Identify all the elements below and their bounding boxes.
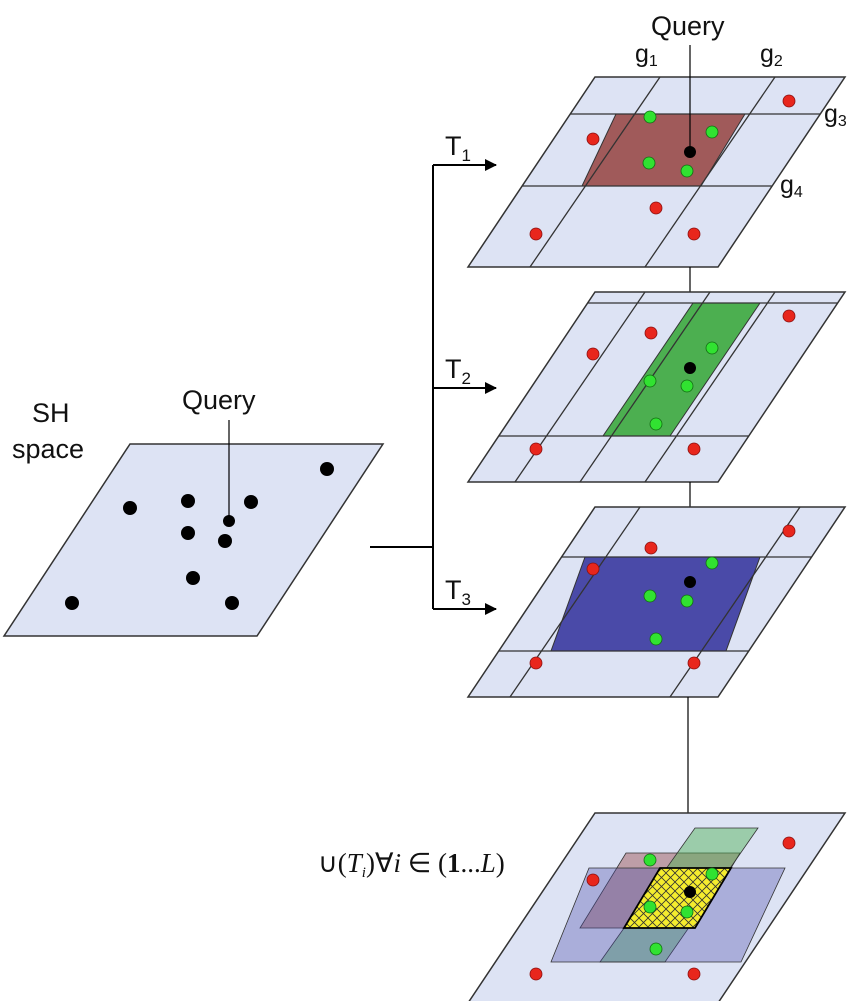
data-point-green: [649, 942, 663, 956]
data-point-red: [782, 836, 796, 850]
query-point-t3: [684, 576, 696, 588]
sh-space-plane: [2, 443, 385, 637]
query-point-t1: [684, 146, 696, 158]
data-point-green: [643, 374, 657, 388]
data-point-green: [643, 853, 657, 867]
sh-space-points: [65, 462, 334, 610]
hash-table-t2: [466, 291, 847, 483]
union-table: ∪(Ti)∀i ∈ (1...L): [318, 812, 847, 1001]
data-point: [225, 596, 239, 610]
branch-label-t3: T3: [445, 575, 471, 609]
data-point-red: [586, 132, 600, 146]
data-point-green: [642, 156, 656, 170]
data-point-red: [529, 227, 543, 241]
top-query-label: Query: [651, 11, 725, 41]
data-point-green: [649, 632, 663, 646]
data-point-green: [705, 556, 719, 570]
data-point-green: [680, 379, 694, 393]
data-point: [65, 596, 79, 610]
data-point-green: [680, 594, 694, 608]
data-point-red: [644, 326, 658, 340]
data-point: [123, 501, 137, 515]
sh-space-panel: SH space Query: [2, 385, 385, 637]
data-point-red: [687, 656, 701, 670]
data-point-green: [705, 125, 719, 139]
sh-space-query-label: Query: [182, 385, 256, 415]
data-point-red: [586, 562, 600, 576]
branch-labels: T1 T2 T3: [445, 131, 471, 609]
hash-table-t3: [466, 506, 847, 698]
data-point: [181, 526, 195, 540]
data-point-green: [705, 867, 719, 881]
query-point: [223, 515, 235, 527]
data-point-red: [529, 967, 543, 981]
branch-connector: [370, 159, 497, 615]
hash-table-t1: Query g1 g2 g3 g4: [466, 11, 847, 268]
data-point-green: [643, 900, 657, 914]
data-point-red: [529, 442, 543, 456]
branch-label-t1: T1: [445, 131, 471, 165]
grid-label-g3: g3: [824, 100, 847, 130]
data-point: [218, 534, 232, 548]
union-formula: ∪(Ti)∀i ∈ (1...L): [318, 848, 505, 881]
data-point-green: [643, 589, 657, 603]
data-point-red: [687, 442, 701, 456]
data-point: [244, 495, 258, 509]
grid-label-g4: g4: [780, 171, 803, 201]
query-point-union: [684, 886, 696, 898]
data-point-red: [782, 309, 796, 323]
data-point-red: [687, 967, 701, 981]
grid-label-g2: g2: [760, 40, 783, 70]
branch-label-t2: T2: [445, 354, 471, 388]
data-point-red: [649, 201, 663, 215]
data-point-green: [680, 905, 694, 919]
data-point-green: [705, 341, 719, 355]
sh-space-title-line1: SH: [32, 398, 70, 428]
data-point: [320, 462, 334, 476]
data-point-red: [529, 656, 543, 670]
data-point-red: [782, 94, 796, 108]
grid-label-g1: g1: [635, 40, 658, 70]
data-point-green: [680, 164, 694, 178]
data-point-red: [782, 524, 796, 538]
sh-space-title-line2: space: [12, 434, 84, 464]
data-point-red: [586, 347, 600, 361]
data-point-red: [644, 541, 658, 555]
data-point-green: [643, 110, 657, 124]
query-point-t2: [684, 362, 696, 374]
data-point-red: [687, 227, 701, 241]
data-point: [186, 571, 200, 585]
data-point: [181, 494, 195, 508]
data-point-red: [586, 873, 600, 887]
data-point-green: [649, 417, 663, 431]
